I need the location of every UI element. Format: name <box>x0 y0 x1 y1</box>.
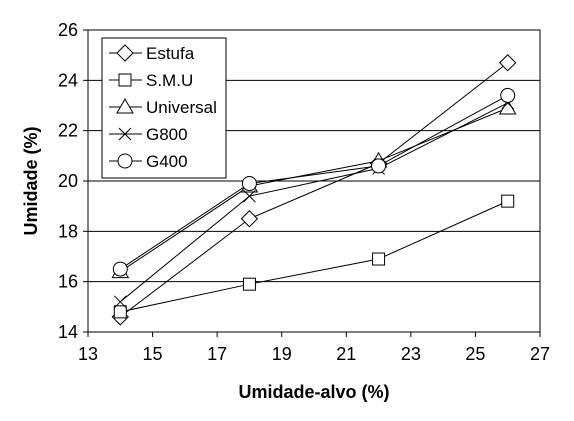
x-tick-label-17: 17 <box>207 344 227 364</box>
legend-marker-s-m-u <box>118 73 132 87</box>
x-tick-label-15: 15 <box>143 344 163 364</box>
x-tick-label-25: 25 <box>465 344 485 364</box>
x-tick-label-27: 27 <box>530 344 550 364</box>
legend-label-g800: G800 <box>146 125 188 144</box>
point-estufa-18 <box>240 210 259 228</box>
legend: Estufa S.M.U Universal G800 G400 <box>101 37 227 179</box>
legend-label-estufa: Estufa <box>146 44 195 63</box>
x-tick-label-19: 19 <box>272 344 292 364</box>
legend-label-universal: Universal <box>146 98 217 117</box>
y-tick-label-26: 26 <box>58 20 78 40</box>
y-tick-label-16: 16 <box>58 272 78 292</box>
series-line-g800 <box>119 102 508 303</box>
y-axis-title: Umidade (%) <box>21 126 41 235</box>
series-line-g400 <box>120 94 508 270</box>
y-tick-label-14: 14 <box>58 322 78 342</box>
point-s-m-u-26 <box>501 194 515 208</box>
axes: 14 16 18 20 22 24 26 13 15 17 19 21 23 25 27 <box>58 20 550 364</box>
y-tick-label-22: 22 <box>58 121 78 141</box>
x-tick-label-23: 23 <box>401 344 421 364</box>
y-tick-label-24: 24 <box>58 70 78 90</box>
point-g400-18 <box>241 176 257 192</box>
legend-marker-g400 <box>117 153 133 169</box>
point-s-m-u-22 <box>372 252 386 266</box>
y-tick-label-20: 20 <box>58 171 78 191</box>
series-line-universal <box>120 107 508 273</box>
x-tick-label-13: 13 <box>78 344 98 364</box>
x-axis-title: Umidade-alvo (%) <box>238 382 389 402</box>
point-g400-14 <box>112 261 128 277</box>
point-estufa-26 <box>499 54 517 72</box>
series-layer <box>111 54 517 326</box>
point-g800-14 <box>113 295 127 309</box>
point-s-m-u-18 <box>242 277 256 291</box>
point-g400-22 <box>371 158 387 174</box>
x-tick-label-21: 21 <box>336 344 356 364</box>
point-g800-18 <box>243 189 256 203</box>
legend-label-g400: G400 <box>146 152 188 171</box>
y-tick-label-18: 18 <box>58 221 78 241</box>
legend-marker-universal <box>116 97 134 114</box>
legend-label-s-m-u: S.M.U <box>146 71 193 90</box>
series-line-estufa <box>119 62 509 318</box>
point-g400-26 <box>500 87 516 103</box>
series-line-s-m-u <box>120 200 508 313</box>
legend-marker-g800 <box>118 127 132 141</box>
point-s-m-u-14 <box>113 305 127 319</box>
legend-marker-estufa <box>116 44 134 62</box>
